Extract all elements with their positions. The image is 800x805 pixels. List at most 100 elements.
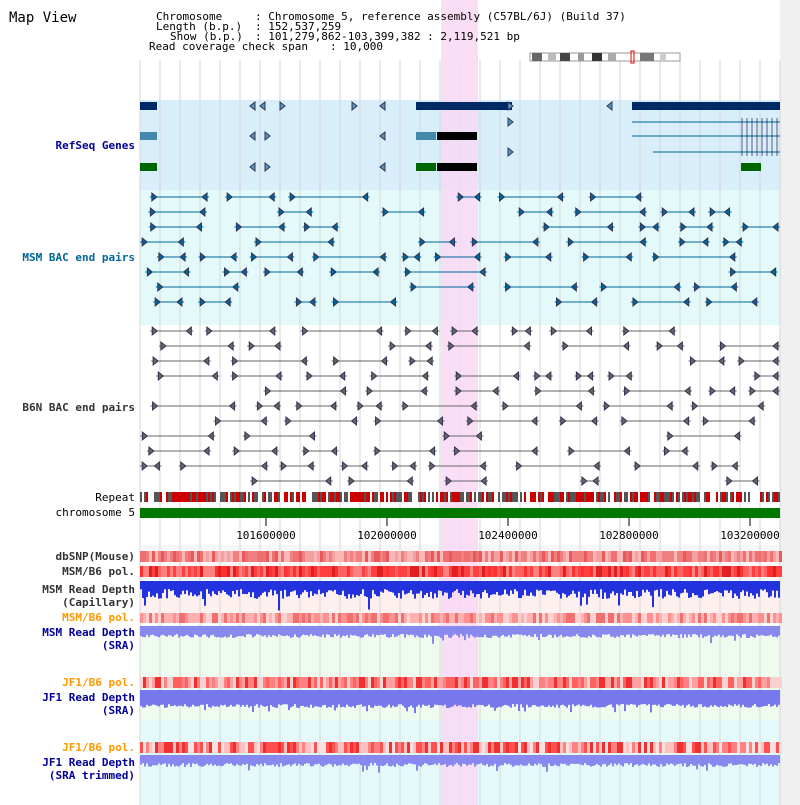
jf1-b6-pol-trimmed-heat — [737, 742, 740, 753]
msm-b6-pol-heat — [173, 566, 176, 577]
b6n-bac-pair-end — [306, 370, 313, 382]
jf1-b6-pol-heat — [467, 677, 470, 688]
msm-sra-depth — [254, 626, 256, 637]
repeat-segment — [336, 492, 338, 502]
msm-capillary-depth — [752, 581, 754, 596]
msm-capillary-depth — [400, 581, 402, 599]
msm-b6-pol-sra-heat — [719, 613, 722, 623]
msm-capillary-depth — [376, 581, 378, 597]
jf1-trimmed-depth — [766, 755, 768, 764]
msm-bac-pair-end — [701, 236, 709, 248]
jf1-trimmed-depth — [148, 755, 150, 767]
jf1-trimmed-depth — [600, 755, 602, 767]
msm-capillary-depth — [248, 581, 250, 593]
msm-b6-pol-sra-heat — [410, 613, 413, 623]
jf1-trimmed-depth — [352, 755, 354, 764]
dbsnp-heat — [539, 551, 542, 562]
jf1-b6-pol-trimmed-heat — [527, 742, 530, 753]
msm-sra-depth — [570, 626, 572, 638]
dbsnp-heat — [398, 551, 401, 562]
msm-read-depth-sra-label-1: MSM Read Depth — [42, 626, 135, 639]
msm-sra-depth — [158, 626, 160, 638]
msm-sra-depth — [154, 626, 156, 636]
msm-capillary-depth — [548, 581, 550, 591]
msm-b6-pol-heat — [269, 566, 272, 577]
msm-capillary-depth — [442, 581, 444, 596]
msm-capillary-depth — [664, 581, 666, 597]
msm-capillary-depth — [758, 581, 760, 597]
dbsnp-heat — [770, 551, 773, 562]
dbsnp-heat — [659, 551, 662, 562]
msm-b6-pol-sra-heat — [689, 613, 692, 623]
msm-capillary-depth — [638, 581, 640, 598]
msm-sra-depth — [150, 626, 152, 636]
msm-b6-pol-sra-heat — [275, 613, 278, 623]
dbsnp-heat — [146, 551, 149, 562]
msm-capillary-depth — [404, 581, 406, 595]
jf1-sra-depth — [194, 690, 196, 707]
repeat-segment — [242, 492, 244, 502]
msm-b6-pol-heat — [314, 566, 317, 577]
repeat-segment — [420, 492, 422, 502]
dbsnp-heat — [737, 551, 740, 562]
dbsnp-heat — [203, 551, 206, 562]
jf1-b6-pol-trimmed-heat — [242, 742, 245, 753]
jf1-sra-depth — [152, 690, 154, 705]
jf1-sra-depth — [722, 690, 724, 708]
msm-sra-depth — [738, 626, 740, 636]
jf1-b6-pol-trimmed-heat — [566, 742, 569, 753]
msm-sra-depth — [590, 626, 592, 638]
msm-b6-pol-sra-heat — [695, 613, 698, 623]
repeat-segment — [376, 492, 378, 502]
msm-bac-pair-end — [158, 251, 165, 263]
jf1-sra-depth — [458, 690, 460, 706]
repeat-segment — [778, 492, 780, 502]
b6n-bac-pair-end — [587, 385, 594, 397]
dbsnp-heat — [554, 551, 557, 562]
msm-capillary-depth — [460, 581, 462, 596]
msm-b6-pol-sra-heat — [221, 613, 224, 623]
msm-sra-depth — [204, 626, 206, 635]
jf1-b6-pol-heat — [326, 677, 329, 688]
dbsnp-heat — [497, 551, 500, 562]
dbsnp-heat — [626, 551, 629, 562]
msm-capillary-depth — [394, 581, 396, 596]
repeat-segment — [626, 492, 628, 502]
jf1-trimmed-depth — [602, 755, 604, 765]
msm-b6-pol-sra-heat — [542, 613, 545, 623]
msm-capillary-depth — [612, 581, 614, 592]
msm-b6-pol-sra-heat — [203, 613, 206, 623]
msm-capillary-depth — [160, 581, 162, 599]
msm-capillary-depth — [542, 581, 544, 595]
jf1-b6-pol-trimmed-heat — [497, 742, 500, 753]
msm-capillary-depth — [674, 581, 676, 592]
dbsnp-heat — [677, 551, 680, 562]
msm-sra-depth — [642, 626, 644, 636]
msm-b6-pol-heat — [563, 566, 566, 577]
jf1-sra-depth — [312, 690, 314, 708]
dbsnp-heat — [344, 551, 347, 562]
b6n-bac-pair-end — [296, 400, 303, 412]
jf1-sra-depth — [336, 690, 338, 708]
b6n-bac-pair-end — [203, 445, 210, 457]
b6n-bac-pair-end — [585, 325, 592, 337]
msm-b6-pol-sra-heat — [623, 613, 626, 623]
msm-capillary-depth — [184, 581, 186, 595]
msm-capillary-depth — [422, 581, 424, 599]
msm-sra-depth — [480, 626, 482, 638]
msm-b6-pol-heat — [155, 566, 158, 577]
jf1-trimmed-depth — [168, 755, 170, 764]
repeat-segment — [328, 492, 330, 502]
msm-sra-depth — [528, 626, 530, 636]
msm-capillary-depth — [348, 581, 350, 595]
repeat-segment — [736, 492, 738, 502]
jf1-b6-pol-trimmed-heat — [758, 742, 761, 753]
repeat-segment — [662, 492, 664, 502]
repeat-segment — [502, 492, 504, 502]
msm-sra-depth — [362, 626, 364, 638]
msm-bac-pair-end — [625, 251, 632, 263]
jf1-b6-pol-trimmed-heat — [560, 742, 563, 753]
jf1-b6-pol-trimmed-heat — [578, 742, 581, 753]
msm-b6-pol-sra-heat — [587, 613, 590, 623]
